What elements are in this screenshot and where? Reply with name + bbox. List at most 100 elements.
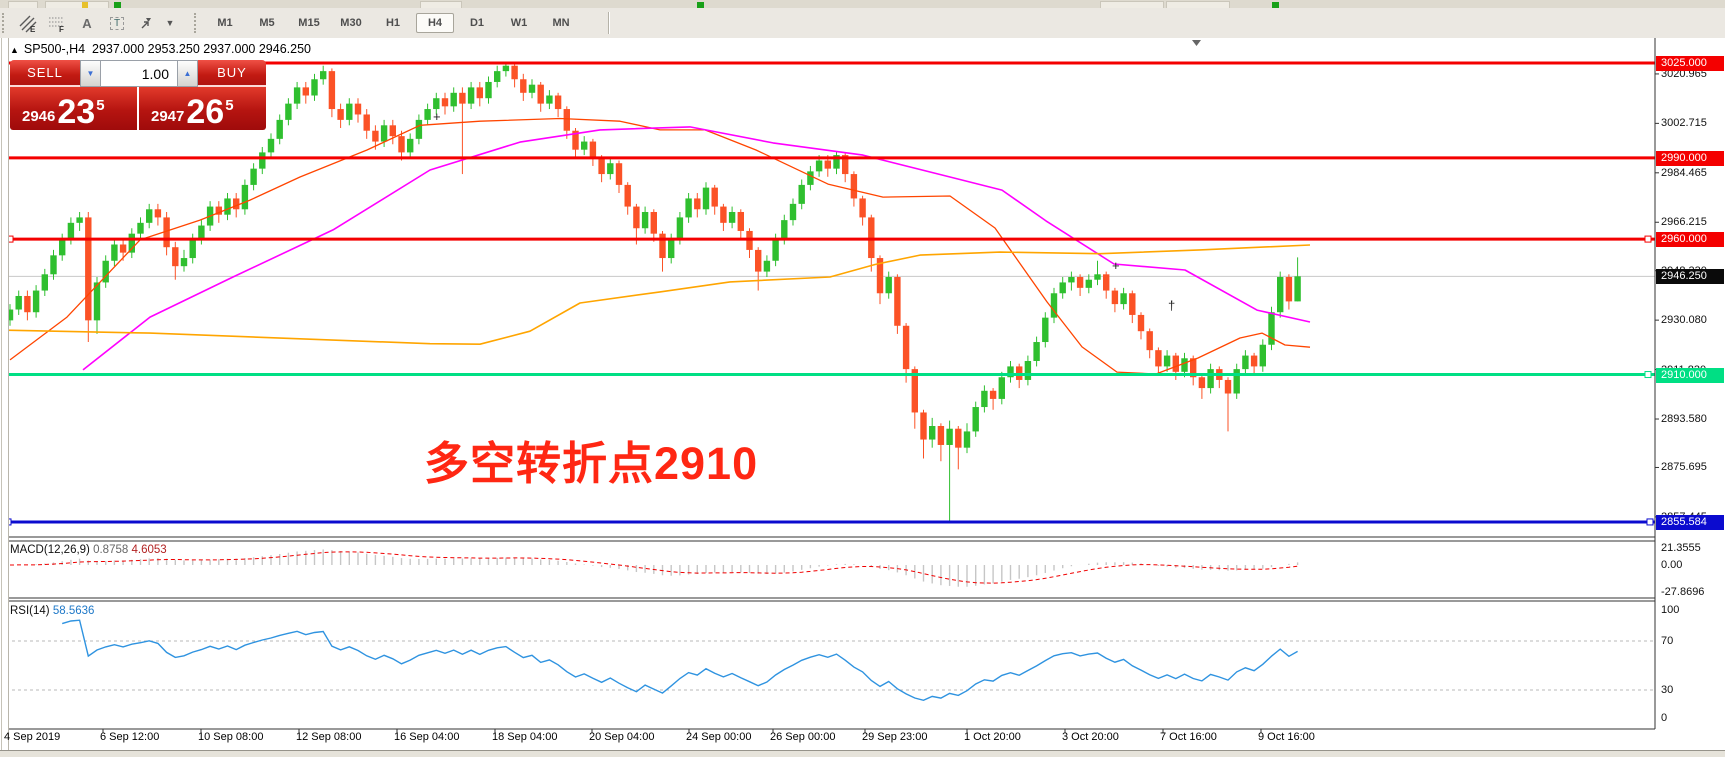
indicator-hatch-icon[interactable]: E — [14, 11, 40, 35]
candle — [224, 198, 231, 215]
rsi-scale-label: 100 — [1661, 604, 1680, 616]
buy-price-display[interactable]: 2947 26 5 — [139, 87, 266, 130]
candle — [241, 184, 249, 210]
candle — [850, 174, 858, 199]
candles-group — [6, 63, 1301, 521]
text-box-icon[interactable]: T — [104, 11, 130, 35]
timeframe-button-H1[interactable]: H1 — [385, 17, 401, 29]
candle — [328, 71, 336, 110]
buy-button[interactable]: BUY — [198, 60, 266, 87]
candle — [1268, 312, 1275, 345]
candle — [1059, 282, 1066, 294]
candle — [154, 209, 162, 218]
time-axis-label: 16 Sep 04:00 — [394, 731, 460, 743]
rsi-scale-label: 30 — [1661, 684, 1674, 696]
candle — [1007, 366, 1014, 378]
candle — [859, 198, 866, 218]
candle — [172, 247, 179, 267]
price-badge: 2855.584 — [1656, 514, 1724, 530]
price-chart-canvas[interactable]: + + † — [0, 38, 1725, 750]
candle — [1146, 331, 1153, 351]
timeframe-button-M15[interactable]: M15 — [298, 17, 320, 29]
candle — [842, 155, 849, 175]
macd-scale-label: 0.00 — [1661, 559, 1683, 571]
candle — [1224, 379, 1232, 394]
macd-signal-line — [9, 551, 1298, 584]
candle — [998, 377, 1005, 399]
time-axis-label: 1 Oct 20:00 — [964, 731, 1021, 743]
timeframe-button-H4[interactable]: H4 — [416, 13, 454, 33]
timeframe-button-M1[interactable]: M1 — [217, 17, 233, 29]
grid-icon[interactable]: F — [44, 11, 70, 35]
timeframe-button-M30[interactable]: M30 — [340, 17, 362, 29]
candle — [589, 141, 597, 158]
candle — [459, 92, 466, 104]
candle — [563, 109, 570, 131]
sell-button[interactable]: SELL — [10, 60, 80, 87]
candle — [441, 98, 449, 107]
candle — [1068, 277, 1075, 283]
candle — [485, 81, 492, 99]
candle — [659, 233, 666, 259]
candle — [641, 211, 649, 229]
candle — [215, 206, 222, 215]
candle — [32, 290, 40, 313]
volume-decrease-button[interactable]: ▼ — [80, 60, 101, 87]
candle — [702, 187, 710, 210]
sell-price-display[interactable]: 2946 23 5 — [10, 87, 137, 130]
time-axis-label: 29 Sep 23:00 — [862, 731, 928, 743]
candle — [1155, 350, 1162, 367]
candle — [198, 225, 205, 240]
candle — [163, 217, 170, 248]
timeframe-button-M5[interactable]: M5 — [259, 17, 275, 29]
macd-indicator-label: MACD(12,26,9) 0.8758 4.6053 — [10, 544, 167, 556]
candle — [494, 71, 501, 82]
candle — [267, 138, 275, 153]
candle — [372, 130, 379, 142]
candle — [972, 407, 979, 432]
candle — [876, 258, 884, 294]
candle — [93, 282, 101, 321]
candle — [668, 239, 675, 259]
time-axis-label: 24 Sep 00:00 — [686, 731, 752, 743]
toolbar-grip[interactable] — [194, 13, 200, 33]
candle — [929, 426, 936, 440]
candle — [354, 103, 362, 115]
ma-fast-line — [9, 117, 1311, 375]
toolbar-grip[interactable] — [2, 13, 8, 33]
window-bottom-frame — [0, 750, 1725, 757]
candle — [1259, 344, 1266, 367]
volume-increase-button[interactable]: ▲ — [177, 60, 198, 87]
price-tick-label: 3002.715 — [1661, 117, 1707, 130]
text-label-icon[interactable]: A — [82, 15, 92, 31]
volume-input[interactable] — [101, 60, 177, 87]
candle — [502, 65, 510, 72]
symbol-name: SP500-,H4 — [23, 42, 86, 56]
candle — [685, 198, 692, 218]
candle — [824, 160, 831, 169]
time-axis-label: 3 Oct 20:00 — [1062, 731, 1119, 743]
chart-text-annotation: 多空转折点2910 — [424, 438, 759, 489]
dropdown-caret-icon[interactable]: ▼ — [165, 18, 175, 28]
timeframe-button-W1[interactable]: W1 — [510, 17, 528, 29]
line-handle — [1644, 371, 1652, 379]
ma-mid-line — [82, 126, 1311, 371]
window-left-frame — [0, 38, 9, 750]
collapse-arrow-icon[interactable]: ▲ — [10, 45, 19, 55]
candle — [633, 206, 640, 229]
candle — [320, 71, 327, 80]
symbol-title: ▲ SP500-,H4 2937.000 2953.250 2937.000 29… — [10, 42, 311, 56]
candle — [1076, 277, 1084, 288]
timeframe-button-MN[interactable]: MN — [552, 17, 570, 29]
price-badge: 2946.250 — [1656, 269, 1724, 285]
price-tick-label: 2875.695 — [1661, 461, 1707, 474]
timeframe-button-D1[interactable]: D1 — [469, 17, 485, 29]
toolbar-fragment-green — [1272, 2, 1279, 8]
cursor-mode-icon[interactable] — [134, 11, 160, 35]
candle — [424, 109, 431, 120]
candle — [407, 138, 414, 153]
candle — [415, 119, 423, 139]
candle — [711, 187, 718, 207]
toolbar-fragment-green — [697, 2, 704, 8]
candle — [1137, 314, 1145, 332]
